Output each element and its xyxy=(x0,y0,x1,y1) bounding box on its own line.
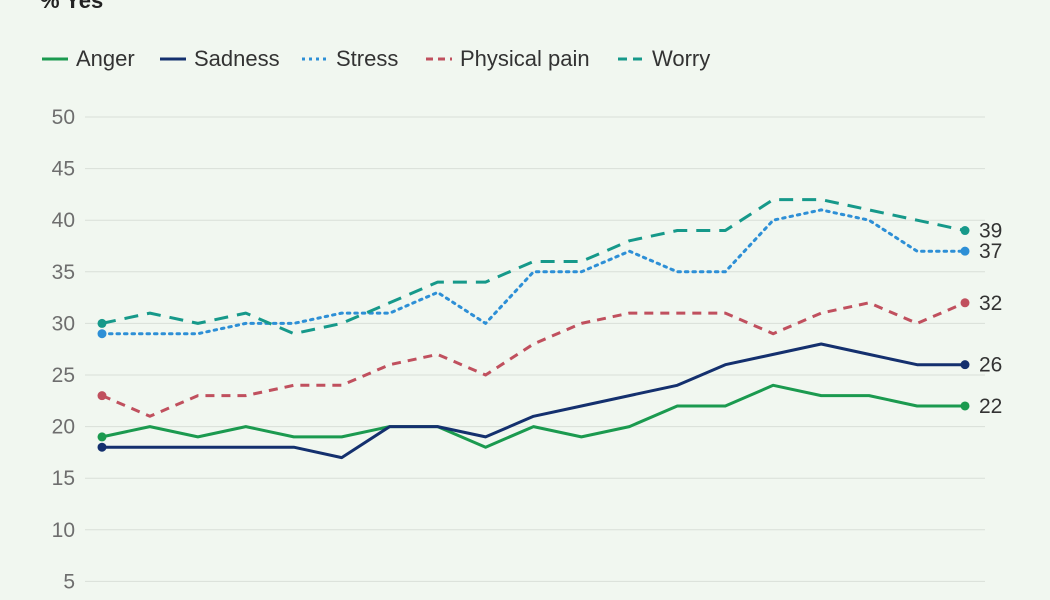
y-axis-ticks: 5 10 15 20 25 30 35 40 45 50 xyxy=(52,106,75,593)
series-line-sadness xyxy=(102,342,965,460)
y-tick-label: 15 xyxy=(52,467,75,490)
legend-label: Physical pain xyxy=(460,46,590,71)
legend-item-anger: Anger xyxy=(42,46,135,71)
end-labels: 22 26 37 32 39 xyxy=(979,220,1002,418)
data-point-anger xyxy=(97,432,107,442)
data-point-worry xyxy=(960,226,970,236)
legend-item-stress: Stress xyxy=(302,46,398,71)
y-tick-label: 30 xyxy=(52,312,75,335)
data-point-worry xyxy=(97,318,107,328)
end-label-sadness: 26 xyxy=(979,354,1002,377)
data-point-physical-pain xyxy=(960,298,970,308)
end-label-stress: 37 xyxy=(979,240,1002,263)
series-lines xyxy=(97,198,970,460)
legend-label: Stress xyxy=(336,46,398,71)
series-line-anger xyxy=(101,383,965,449)
series-line-physical-pain xyxy=(101,301,966,418)
legend-item-sadness: Sadness xyxy=(160,46,280,71)
end-label-anger: 22 xyxy=(979,395,1002,418)
end-label-worry: 39 xyxy=(979,220,1002,243)
y-tick-label: 20 xyxy=(52,416,75,439)
legend-label: Worry xyxy=(652,46,710,71)
data-point-stress xyxy=(960,246,970,256)
series-line-stress xyxy=(100,208,967,336)
y-tick-label: 50 xyxy=(52,106,75,129)
legend-item-worry: Worry xyxy=(618,46,710,71)
y-tick-label: 5 xyxy=(63,570,75,593)
y-tick-label: 40 xyxy=(52,209,75,232)
data-point-anger xyxy=(960,401,970,411)
legend-label: Sadness xyxy=(194,46,280,71)
series-line-worry xyxy=(101,198,966,336)
y-axis-label: % Yes xyxy=(40,0,103,13)
y-tick-label: 25 xyxy=(52,364,75,387)
y-tick-label: 45 xyxy=(52,158,75,181)
end-label-physical-pain: 32 xyxy=(979,292,1002,315)
legend: Anger Sadness Stress Physical pain Worry xyxy=(42,46,710,71)
data-point-sadness xyxy=(97,442,107,452)
grid-lines xyxy=(85,116,985,582)
legend-label: Anger xyxy=(76,46,135,71)
y-tick-label: 10 xyxy=(52,519,75,542)
data-point-sadness xyxy=(960,360,970,370)
y-tick-label: 35 xyxy=(52,261,75,284)
legend-item-physical-pain: Physical pain xyxy=(426,46,590,71)
data-point-physical-pain xyxy=(97,391,107,401)
data-point-stress xyxy=(97,329,107,339)
